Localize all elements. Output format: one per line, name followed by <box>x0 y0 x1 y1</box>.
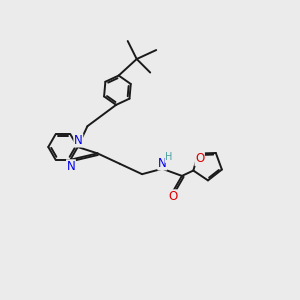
Text: N: N <box>74 134 83 147</box>
Text: O: O <box>195 152 204 166</box>
Text: N: N <box>158 157 167 170</box>
Text: N: N <box>67 160 75 173</box>
Text: O: O <box>168 190 177 203</box>
Text: H: H <box>165 152 172 162</box>
